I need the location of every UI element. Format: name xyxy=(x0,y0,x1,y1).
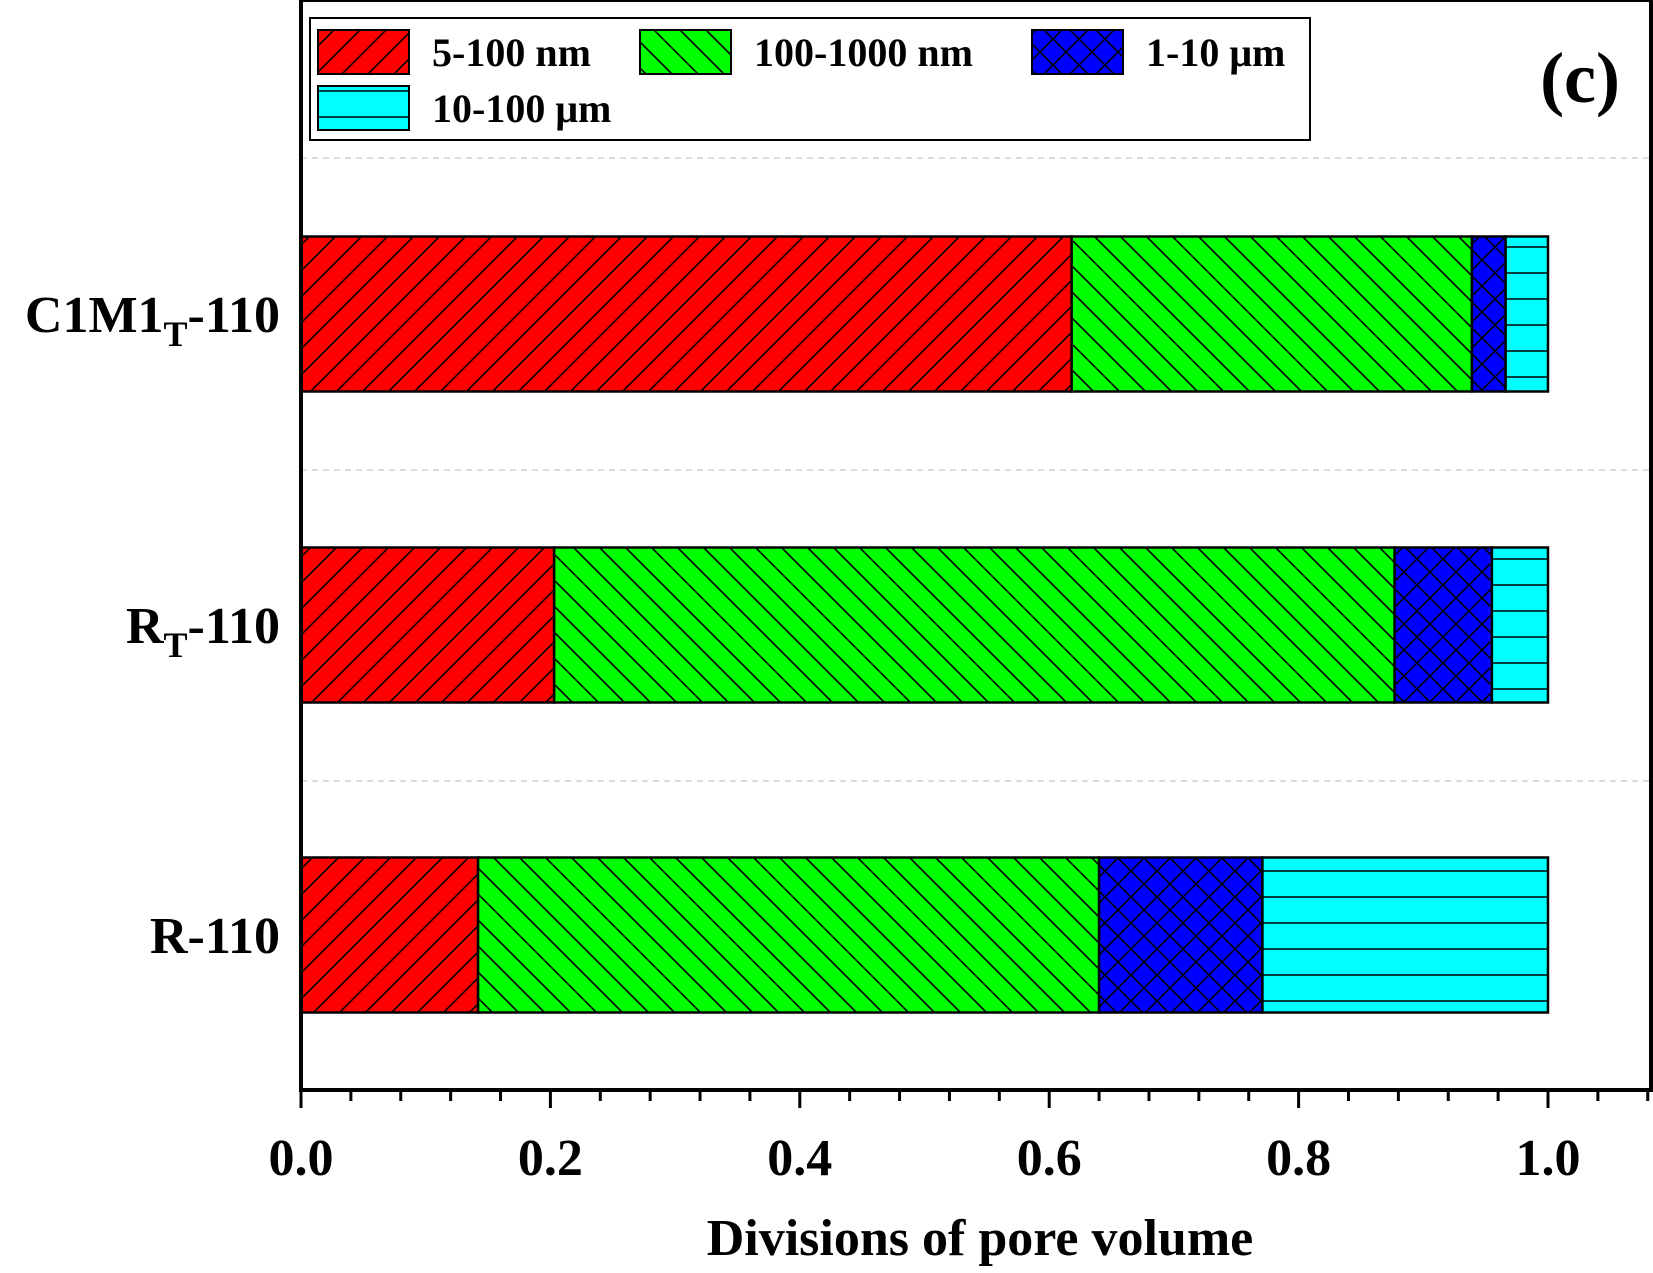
x-axis-ticks xyxy=(299,1090,1650,1108)
x-axis-tick-labels: 0.0 0.2 0.4 0.6 0.8 1.0 xyxy=(269,1130,1581,1187)
panel-label: (c) xyxy=(1540,38,1620,118)
x-tick-label: 0.6 xyxy=(1017,1130,1082,1187)
legend-box xyxy=(309,17,1311,141)
legend-swatch xyxy=(639,29,732,75)
legend: 5-100 nm 100-1000 nm 1-10 μm 10-100 μm xyxy=(309,17,1311,141)
legend-label: 100-1000 nm xyxy=(754,30,973,75)
bar-segment xyxy=(299,235,1073,393)
bar-segment xyxy=(552,546,1396,704)
bar-segment xyxy=(1261,856,1550,1014)
bar-segment xyxy=(1470,235,1507,393)
y-category-labels: C1M1T-110 RT-110 R-110 xyxy=(25,287,280,965)
bars-group xyxy=(299,235,1550,1014)
bar-segment xyxy=(299,856,480,1014)
legend-label: 10-100 μm xyxy=(432,86,611,131)
legend-label: 5-100 nm xyxy=(432,30,591,75)
legend-swatch xyxy=(1031,29,1124,75)
bar-segment xyxy=(1490,546,1550,704)
legend-swatch xyxy=(317,29,410,75)
gridlines xyxy=(301,157,1651,782)
x-tick-label: 0.4 xyxy=(767,1130,832,1187)
bar-segment xyxy=(1504,235,1550,393)
category-label: R-110 xyxy=(150,908,280,965)
legend-swatch xyxy=(317,85,410,131)
x-tick-label: 0.8 xyxy=(1266,1130,1331,1187)
bar-segment xyxy=(299,546,556,704)
x-tick-label: 0.2 xyxy=(518,1130,583,1187)
category-label: C1M1T-110 xyxy=(25,287,280,354)
x-axis-title: Divisions of pore volume xyxy=(707,1210,1254,1267)
x-tick-label: 1.0 xyxy=(1516,1130,1581,1187)
legend-label: 1-10 μm xyxy=(1146,30,1285,75)
category-label: RT-110 xyxy=(126,598,280,665)
bar-segment xyxy=(1097,856,1264,1014)
x-tick-label: 0.0 xyxy=(269,1130,334,1187)
plot-frame xyxy=(299,0,1653,1092)
bar-segment xyxy=(476,856,1101,1014)
bar-segment xyxy=(1070,235,1474,393)
bar-segment xyxy=(1393,546,1494,704)
